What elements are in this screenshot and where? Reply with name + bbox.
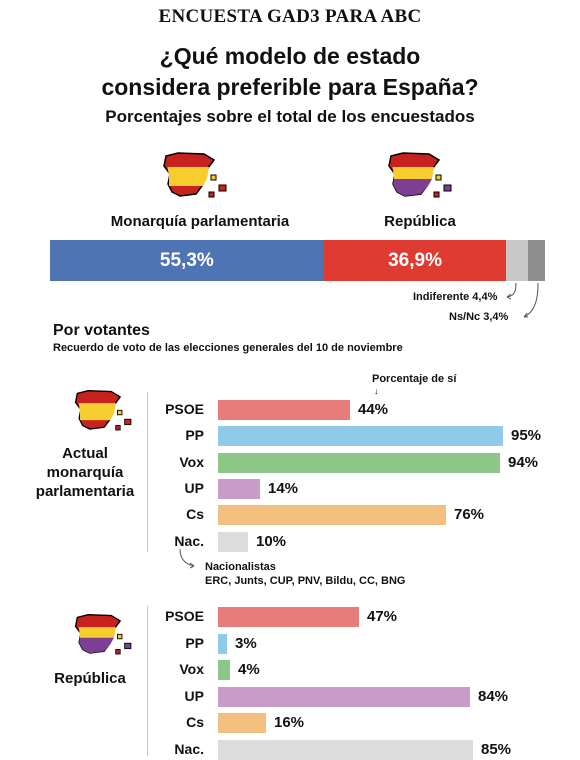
title-line-1: ¿Qué modelo de estado [159,43,421,69]
monarquia-bar [218,505,446,526]
monarquia-bar [218,531,248,552]
monarquia-party-label: Cs [186,506,204,523]
republica-bar [218,633,227,654]
republica-party-label: PSOE [165,608,204,624]
group-label-republica: República [54,670,126,687]
monarquia-party-label: Vox [179,453,204,470]
monarquia-party-label: PP [185,427,204,444]
label-republica: República [384,213,456,230]
monarquia-party-label: PSOE [165,401,204,417]
group2-bracket-line [147,606,148,756]
monarquia-bar [218,426,503,447]
republica-party-label: Vox [179,661,204,678]
porcentaje-si-label: Porcentaje de sí [372,373,457,385]
republica-value-label: 85% [481,741,512,758]
nacionalistas-list: ERC, Junts, CUP, PNV, Bildu, CC, BNG [205,575,406,587]
spain-republic-flag-map-icon [388,152,452,198]
monarquia-bar [218,478,260,499]
monarquia-value-label: 76% [454,506,485,524]
monarquia-value-label: 14% [268,479,299,497]
monarquia-value-label: 10% [256,532,287,550]
chart-subtitle: Porcentajes sobre el total de los encues… [105,107,475,126]
stack-value-label-republica: 36,9% [388,249,442,271]
republica-value-label: 47% [367,608,398,625]
republica-bar [218,660,230,681]
label-nsnc: Ns/Nc 3,4% [449,311,509,323]
republica-bar [218,713,266,734]
republica-party-label: UP [184,687,204,704]
label-indiferente: Indiferente 4,4% [413,291,498,303]
stacked-bar: 55,3% 36,9% [50,240,545,281]
spain-republic-flag-map-icon-group2 [74,614,132,655]
republica-value-label: 84% [478,687,509,705]
spain-flag-map-icon-monarquia [163,152,227,198]
annotation-arrows [506,282,539,318]
porcentaje-si-arrow-icon: ↓ [374,386,379,396]
stack-value-label-monarquia: 55,3% [159,249,214,271]
republica-value-label: 16% [274,714,305,732]
spain-flag-map-icon-group1 [74,390,132,431]
header: ENCUESTA GAD3 PARA ABC [158,6,422,27]
stack-segment-monarquia: 55,3% [50,240,324,281]
monarquia-value-label: 44% [358,401,389,418]
nacionalistas-title: Nacionalistas [205,561,276,573]
republica-party-label: PP [185,634,204,651]
republica-value-label: 4% [238,661,260,679]
monarquia-value-label: 94% [508,453,539,471]
stack-segment-nsnc [528,240,545,281]
group1-bracket-line [147,392,148,552]
republica-party-label: Nac. [174,741,204,757]
section-por-votantes: Por votantes [53,322,150,339]
republica-bar [218,607,359,627]
chart-title: ¿Qué modelo de estado considera preferib… [0,41,580,103]
monarquia-bar [218,400,350,420]
nacionalistas-arrow-icon [179,548,195,569]
monarquia-party-label: Nac. [174,532,204,549]
republica-value-label: 3% [235,634,257,652]
label-monarquia: Monarquía parlamentaria [110,213,290,230]
stack-segment-republica: 36,9% [323,240,507,281]
title-line-2: considera preferible para España? [101,74,479,100]
monarquia-party-label: UP [184,479,204,496]
group-label-monarquia: Actual monarquía parlamentaria [35,445,135,500]
republica-bar [218,686,470,707]
monarquia-bar [218,452,500,473]
stack-segment-indiferente [506,240,529,281]
republica-bar [218,740,473,760]
monarquia-value-label: 95% [511,427,542,445]
section-recuerdo: Recuerdo de voto de las elecciones gener… [53,342,403,354]
republica-party-label: Cs [186,714,204,731]
